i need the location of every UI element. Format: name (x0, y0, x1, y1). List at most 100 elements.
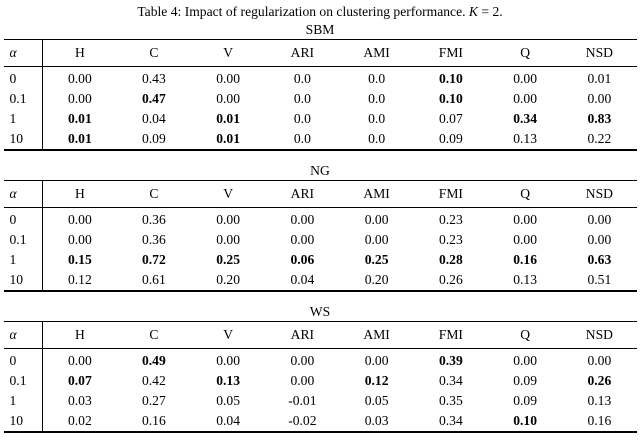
column-header-q: Q (488, 321, 563, 349)
metric-value-cell: 0.39 (438, 353, 463, 368)
alpha-value-cell: 0.1 (3, 230, 43, 250)
subtable-ng: α H C V ARI AMI FMI Q NSD 0 0.00 0.36 0.00 0.00 0.00 0.… (3, 180, 637, 292)
metric-value-cell: 0.0 (368, 131, 386, 146)
header-row: α H C V ARI AMI FMI Q NSD (3, 180, 637, 208)
metric-value-cell: 0.25 (364, 252, 389, 267)
table-title-math-rest: = 2. (481, 4, 503, 19)
alpha-column-header: α (3, 39, 43, 67)
metric-value-cell: 0.13 (513, 131, 538, 146)
metric-value-cell: 0.00 (290, 353, 315, 368)
metric-value-cell: 0.00 (290, 232, 315, 247)
column-header-v: V (191, 39, 266, 67)
alpha-column-header: α (3, 321, 43, 349)
header-row: α H C V ARI AMI FMI Q NSD (3, 321, 637, 349)
metric-value-cell: 0.00 (587, 91, 612, 106)
alpha-value-cell: 10 (3, 411, 43, 432)
column-header-ami: AMI (339, 321, 414, 349)
subtable-sbm: α H C V ARI AMI FMI Q NSD 0 0.00 0.43 0.00 0.0 0.0 0.10… (3, 39, 637, 151)
metric-value-cell: 0.22 (587, 131, 612, 146)
metric-value-cell: 0.49 (141, 353, 166, 368)
table-row: 1 0.03 0.27 0.05 -0.01 0.05 0.35 0.09 0.13 (3, 391, 637, 411)
metric-value-cell: 0.00 (67, 91, 92, 106)
metric-value-cell: 0.47 (141, 91, 166, 106)
metric-value-cell: 0.00 (216, 71, 241, 86)
metric-value-cell: 0.36 (141, 232, 166, 247)
column-header-nsd: NSD (562, 39, 637, 67)
metric-value-cell: 0.0 (368, 71, 386, 86)
metric-value-cell: 0.09 (141, 131, 166, 146)
metric-value-cell: 0.00 (513, 232, 538, 247)
subtable-block-ws: WS α H C V ARI AMI FMI Q NSD 0 0.00 0.49 0.00 0.00 0.0… (0, 304, 640, 433)
alpha-column-header: α (3, 180, 43, 208)
alpha-value-cell: 10 (3, 270, 43, 291)
column-header-v: V (191, 321, 266, 349)
metric-value-cell: 0.00 (364, 353, 389, 368)
metric-value-cell: 0.20 (364, 272, 389, 287)
metric-value-cell: 0.00 (364, 212, 389, 227)
metric-value-cell: 0.34 (513, 111, 538, 126)
metric-value-cell: 0.04 (290, 272, 315, 287)
metric-value-cell: 0.42 (141, 373, 166, 388)
column-header-h: H (42, 321, 117, 349)
metric-value-cell: 0.20 (216, 272, 241, 287)
metric-value-cell: 0.10 (438, 71, 463, 86)
alpha-value-cell: 0.1 (3, 89, 43, 109)
metric-value-cell: 0.01 (67, 111, 92, 126)
table-row: 0 0.00 0.49 0.00 0.00 0.00 0.39 0.00 0.00 (3, 348, 637, 371)
column-header-fmi: FMI (413, 321, 488, 349)
table-title-text: Table 4: Impact of regularization on clu… (137, 4, 466, 19)
metric-value-cell: 0.01 (216, 111, 241, 126)
table-row: 1 0.01 0.04 0.01 0.0 0.0 0.07 0.34 0.83 (3, 109, 637, 129)
metric-value-cell: 0.43 (141, 71, 166, 86)
table-row: 0.1 0.07 0.42 0.13 0.00 0.12 0.34 0.09 0.26 (3, 371, 637, 391)
metric-value-cell: 0.09 (513, 393, 538, 408)
metric-value-cell: 0.13 (216, 373, 241, 388)
column-header-q: Q (488, 180, 563, 208)
column-header-c: C (116, 321, 191, 349)
column-header-ari: ARI (265, 321, 340, 349)
metric-value-cell: 0.0 (293, 91, 311, 106)
subtable-caption-sbm: SBM (305, 22, 335, 37)
metric-value-cell: 0.04 (216, 413, 241, 428)
metric-value-cell: 0.00 (290, 212, 315, 227)
table-row: 10 0.01 0.09 0.01 0.0 0.0 0.09 0.13 0.22 (3, 129, 637, 150)
metric-value-cell: 0.61 (141, 272, 166, 287)
column-header-fmi: FMI (413, 39, 488, 67)
metric-value-cell: 0.00 (513, 71, 538, 86)
column-header-h: H (42, 39, 117, 67)
metric-value-cell: -0.02 (288, 413, 317, 428)
metric-value-cell: 0.03 (67, 393, 92, 408)
metric-value-cell: 0.00 (67, 71, 92, 86)
metric-value-cell: 0.05 (216, 393, 241, 408)
alpha-value-cell: 1 (3, 391, 43, 411)
table-row: 0 0.00 0.36 0.00 0.00 0.00 0.23 0.00 0.00 (3, 207, 637, 230)
metric-value-cell: 0.09 (438, 131, 463, 146)
header-row: α H C V ARI AMI FMI Q NSD (3, 39, 637, 67)
metric-value-cell: 0.63 (587, 252, 612, 267)
table-row: 1 0.15 0.72 0.25 0.06 0.25 0.28 0.16 0.63 (3, 250, 637, 270)
metric-value-cell: 0.12 (67, 272, 92, 287)
metric-value-cell: 0.0 (293, 111, 311, 126)
metric-value-cell: 0.15 (67, 252, 92, 267)
metric-value-cell: 0.0 (293, 71, 311, 86)
metric-value-cell: 0.26 (438, 272, 463, 287)
subtable-block-ng: NG α H C V ARI AMI FMI Q NSD 0 0.00 0.36 0.00 0.00 0.0… (0, 163, 640, 292)
metric-value-cell: 0.00 (513, 353, 538, 368)
metric-value-cell: 0.72 (141, 252, 166, 267)
metric-value-cell: 0.07 (67, 373, 92, 388)
metric-value-cell: 0.00 (290, 373, 315, 388)
metric-value-cell: 0.01 (67, 131, 92, 146)
alpha-value-cell: 0 (3, 207, 43, 230)
metric-value-cell: 0.00 (67, 212, 92, 227)
metric-value-cell: 0.51 (587, 272, 612, 287)
metric-value-cell: 0.00 (67, 353, 92, 368)
metric-value-cell: 0.28 (438, 252, 463, 267)
column-header-ami: AMI (339, 180, 414, 208)
metric-value-cell: 0.01 (216, 131, 241, 146)
metric-value-cell: 0.00 (216, 212, 241, 227)
metric-value-cell: 0.23 (438, 212, 463, 227)
metric-value-cell: 0.16 (513, 252, 538, 267)
metric-value-cell: 0.00 (216, 232, 241, 247)
metric-value-cell: 0.25 (216, 252, 241, 267)
column-header-nsd: NSD (562, 321, 637, 349)
